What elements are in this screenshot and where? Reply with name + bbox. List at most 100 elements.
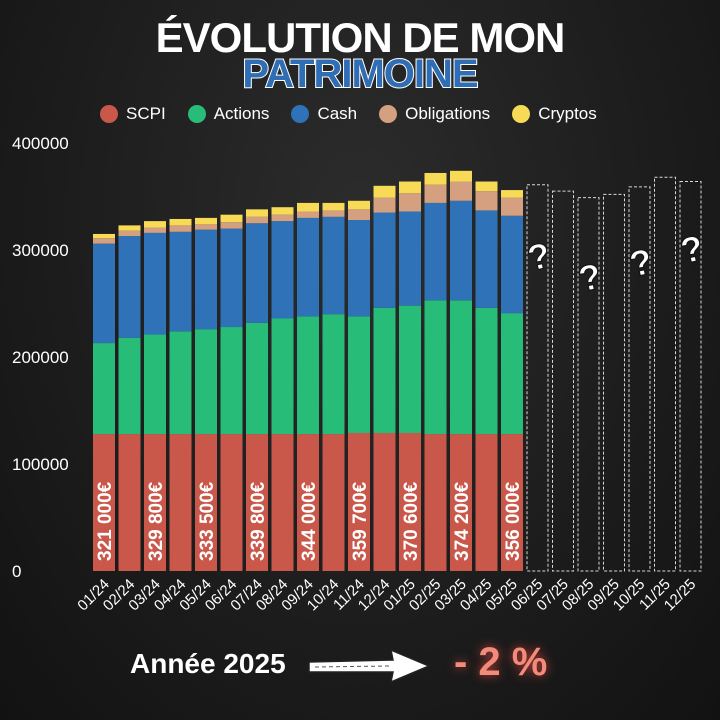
bar-segment-cryptos (475, 181, 498, 192)
bar-segment-scpi (424, 434, 447, 571)
legend-swatch-cryptos (512, 105, 531, 123)
y-tick-label: 100000 (12, 455, 69, 474)
bar-segment-obligations (501, 197, 523, 216)
bar-segment-actions (246, 322, 268, 435)
bar-total-label: 359 700€ (350, 481, 371, 561)
bar-segment-actions (348, 316, 370, 433)
bar-total-label: 333 500€ (197, 481, 218, 561)
legend-item-obligations: Obligations (379, 104, 490, 124)
bar-segment-cryptos (144, 221, 166, 228)
bar-segment-cash (348, 220, 370, 317)
bar-segment-obligations (475, 191, 498, 211)
bar-segment-scpi (373, 432, 396, 571)
bar-segment-scpi (475, 434, 498, 571)
legend-label-actions: Actions (213, 104, 270, 123)
bar-segment-obligations (195, 224, 217, 230)
bar-total-label: 321 000€ (95, 481, 116, 561)
bar-segment-scpi (271, 434, 294, 571)
bar-segment-cryptos (297, 202, 319, 212)
bar-segment-scpi (399, 432, 421, 571)
bar-segment-obligations (348, 209, 370, 221)
bar-segment-actions (118, 337, 141, 435)
y-tick-label: 400000 (12, 134, 69, 153)
legend-swatch-actions (187, 105, 206, 123)
bar-segment-actions (373, 307, 396, 433)
bar-segment-actions (322, 314, 345, 435)
bar-segment-obligations (424, 184, 447, 203)
page-subtitle: PATRIMOINE (241, 51, 479, 97)
legend-label-scpi: SCPI (126, 104, 166, 123)
bar-segment-cash (297, 217, 319, 317)
bar-segment-obligations (450, 181, 472, 201)
bar-segment-cash (373, 212, 396, 308)
bar-segment-scpi (93, 434, 115, 571)
bar-segment-cash (424, 202, 447, 301)
bar-segment-scpi (118, 434, 141, 571)
question-mark: ? (626, 240, 656, 285)
bar-segment-scpi (501, 434, 523, 571)
bar-segment-actions (220, 327, 243, 435)
legend-item-cryptos: Cryptos (512, 104, 597, 124)
legend-label-obligations: Obligations (405, 104, 491, 123)
legend-label-cash: Cash (317, 104, 358, 123)
bar-segment-cryptos (424, 172, 447, 185)
legend-swatch-cash (291, 105, 310, 123)
bar-segment-scpi (322, 434, 345, 571)
bar-total-label: 339 800€ (248, 481, 269, 561)
bar-segment-obligations (118, 230, 141, 237)
bar-segment-scpi (348, 432, 370, 571)
legend-item-actions: Actions (187, 104, 270, 124)
bar-segment-cryptos (220, 214, 243, 223)
bar-segment-scpi (169, 434, 192, 571)
bar-segment-actions (450, 300, 472, 435)
y-tick-label: 300000 (12, 241, 69, 260)
bar-total-label: 374 200€ (452, 481, 473, 561)
y-tick-label: 200000 (12, 348, 69, 367)
arrow-right-icon (308, 648, 431, 684)
bar-segment-cryptos (501, 190, 523, 198)
bar-segment-cash (169, 231, 192, 332)
bar-segment-cryptos (399, 181, 421, 194)
chart-legend: SCPI Actions Cash Obligations Cryptos (100, 102, 700, 126)
bar-segment-cryptos (373, 185, 396, 198)
bar-segment-obligations (322, 210, 345, 217)
legend-swatch-scpi (100, 105, 118, 123)
bar-segment-cash (450, 200, 472, 301)
bar-segment-obligations (271, 214, 294, 222)
bar-segment-actions (271, 318, 294, 435)
bar-segment-actions (501, 313, 523, 435)
bar-segment-obligations (246, 216, 268, 224)
bar-segment-cryptos (450, 170, 472, 182)
projected-bar (654, 176, 676, 572)
page-title: ÉVOLUTION DE MON (155, 14, 566, 61)
bar-segment-scpi (220, 434, 243, 571)
question-mark: ? (524, 234, 554, 279)
bar-segment-actions (169, 331, 192, 435)
bar-segment-scpi (144, 434, 166, 571)
bar-segment-actions (195, 329, 217, 435)
bar-segment-cash (475, 210, 498, 308)
bar-segment-cryptos (93, 233, 115, 239)
bar-segment-cash (93, 243, 115, 344)
bar-segment-cryptos (271, 207, 294, 215)
bar-segment-cash (271, 221, 294, 319)
legend-item-scpi: SCPI (100, 104, 166, 124)
projected-bar (679, 181, 702, 572)
legend-item-cash: Cash (291, 104, 357, 124)
bar-segment-cash (195, 229, 217, 330)
bar-segment-actions (475, 307, 498, 435)
projected-bar (526, 184, 549, 572)
bar-segment-cash (144, 232, 166, 335)
bar-segment-cash (501, 215, 523, 314)
bar-segment-cash (220, 228, 243, 328)
bar-segment-cryptos (246, 209, 268, 217)
legend-swatch-obligations (379, 105, 398, 123)
bar-segment-cryptos (322, 202, 345, 211)
projected-bar (603, 193, 625, 572)
bar-segment-cash (246, 223, 268, 323)
bar-total-label: 344 000€ (299, 481, 320, 561)
bar-segment-cryptos (118, 225, 141, 231)
bar-segment-obligations (220, 222, 243, 229)
bar-segment-actions (144, 334, 166, 435)
